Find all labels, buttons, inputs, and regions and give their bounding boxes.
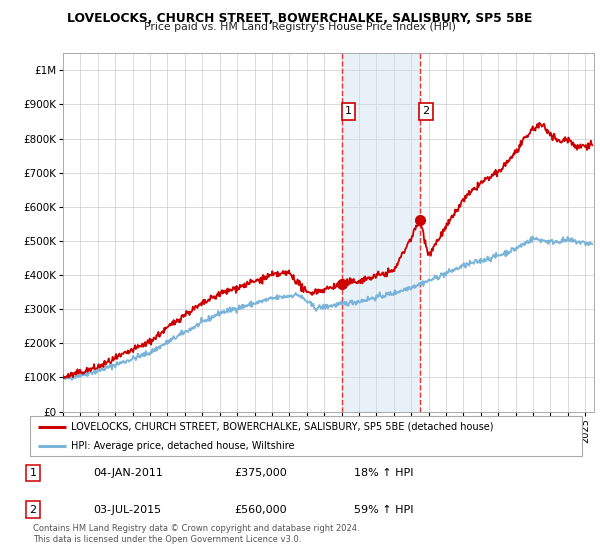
Text: Contains HM Land Registry data © Crown copyright and database right 2024.: Contains HM Land Registry data © Crown c… (33, 524, 359, 533)
Text: Price paid vs. HM Land Registry's House Price Index (HPI): Price paid vs. HM Land Registry's House … (144, 22, 456, 32)
Text: This data is licensed under the Open Government Licence v3.0.: This data is licensed under the Open Gov… (33, 535, 301, 544)
Text: HPI: Average price, detached house, Wiltshire: HPI: Average price, detached house, Wilt… (71, 441, 295, 450)
Text: £375,000: £375,000 (234, 468, 287, 478)
Text: 04-JAN-2011: 04-JAN-2011 (93, 468, 163, 478)
Text: 03-JUL-2015: 03-JUL-2015 (93, 505, 161, 515)
Text: £560,000: £560,000 (234, 505, 287, 515)
Text: 2: 2 (29, 505, 37, 515)
Text: 59% ↑ HPI: 59% ↑ HPI (354, 505, 413, 515)
Text: 1: 1 (345, 106, 352, 116)
Text: 1: 1 (29, 468, 37, 478)
Text: 18% ↑ HPI: 18% ↑ HPI (354, 468, 413, 478)
Text: LOVELOCKS, CHURCH STREET, BOWERCHALKE, SALISBURY, SP5 5BE (detached house): LOVELOCKS, CHURCH STREET, BOWERCHALKE, S… (71, 422, 494, 432)
Text: 2: 2 (422, 106, 430, 116)
Text: LOVELOCKS, CHURCH STREET, BOWERCHALKE, SALISBURY, SP5 5BE: LOVELOCKS, CHURCH STREET, BOWERCHALKE, S… (67, 12, 533, 25)
